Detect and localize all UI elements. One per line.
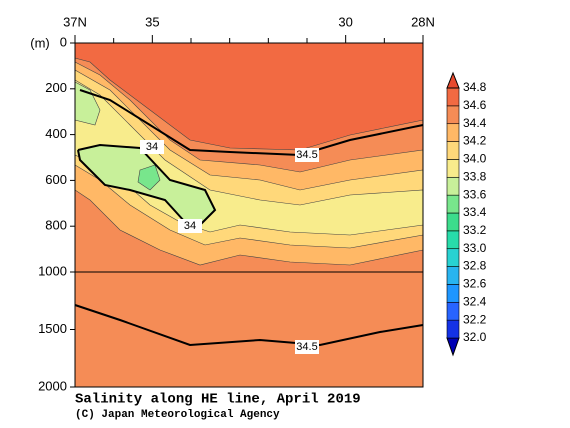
colorbar-cell xyxy=(446,284,460,303)
colorbar-cell xyxy=(446,105,460,125)
contour-label-bg xyxy=(140,140,164,154)
y-axis-label: (m) xyxy=(30,35,50,50)
colorbar-label: 33.4 xyxy=(463,205,487,219)
colorbar-cell xyxy=(446,248,460,267)
plot-area: 34 34 34.5 34.5 xyxy=(74,42,424,387)
contour-label: 34.5 xyxy=(296,149,317,161)
colorbar-cell xyxy=(446,194,460,214)
y-tick-label: 200 xyxy=(45,80,67,95)
colorbar-cell xyxy=(446,319,460,339)
y-tick-label: 0 xyxy=(60,34,67,49)
x-tick-label: 30 xyxy=(338,14,352,29)
colorbar-cell xyxy=(446,87,460,107)
colorbar-label: 32.0 xyxy=(463,330,487,344)
contour-label-bg xyxy=(295,340,319,354)
colorbar-label: 32.2 xyxy=(463,312,487,326)
colorbar-extend xyxy=(446,337,460,357)
colorbar-label: 32.4 xyxy=(463,294,487,308)
colorbar-cell xyxy=(446,141,460,160)
colorbar-label: 33.8 xyxy=(463,169,487,183)
colorbar-label: 34.6 xyxy=(463,98,487,112)
colorbar-label: 33.0 xyxy=(463,241,487,255)
colorbar-extend xyxy=(446,71,460,89)
contour-line xyxy=(74,304,424,347)
contour-label-bg xyxy=(178,219,202,233)
chart-title: Salinity along HE line, April 2019 xyxy=(75,392,361,408)
y-tick-label: 2000 xyxy=(38,378,67,393)
colorbar-label: 34.2 xyxy=(463,134,487,148)
colorbar-cell xyxy=(446,230,460,250)
y-tick-label: 1500 xyxy=(38,321,67,336)
y-tick-label: 600 xyxy=(45,172,67,187)
x-tick-label: 37N xyxy=(63,14,87,29)
colorbar-cell xyxy=(446,266,460,285)
colorbar-cell xyxy=(446,212,460,232)
credit: (C) Japan Meteorological Agency xyxy=(75,409,280,421)
colorbar-cell xyxy=(446,123,460,142)
contour-region xyxy=(137,164,161,191)
y-tick-label: 1000 xyxy=(38,263,67,278)
colorbar-label: 34.4 xyxy=(463,116,487,130)
contour-label: 34.5 xyxy=(296,341,317,353)
colorbar-label: 33.2 xyxy=(463,223,487,237)
contour-label-bg xyxy=(295,148,319,162)
contour-label: 34 xyxy=(184,220,196,232)
colorbar-label: 32.8 xyxy=(463,259,487,273)
colorbar-label: 33.6 xyxy=(463,187,487,201)
y-tick-label: 400 xyxy=(45,126,67,141)
colorbar-cell xyxy=(446,301,460,321)
plot-frame xyxy=(74,42,424,388)
colorbar-cell xyxy=(446,159,460,178)
x-tick-label: 35 xyxy=(145,14,159,29)
colorbar-label: 34.8 xyxy=(463,80,487,94)
colorbar-cell xyxy=(446,176,460,196)
x-tick-label: 28N xyxy=(411,14,435,29)
contour-label: 34 xyxy=(146,141,158,153)
y-tick-label: 800 xyxy=(45,218,67,233)
colorbar-label: 32.6 xyxy=(463,277,487,291)
contour-line xyxy=(79,89,424,157)
colorbar-label: 34.0 xyxy=(463,152,487,166)
